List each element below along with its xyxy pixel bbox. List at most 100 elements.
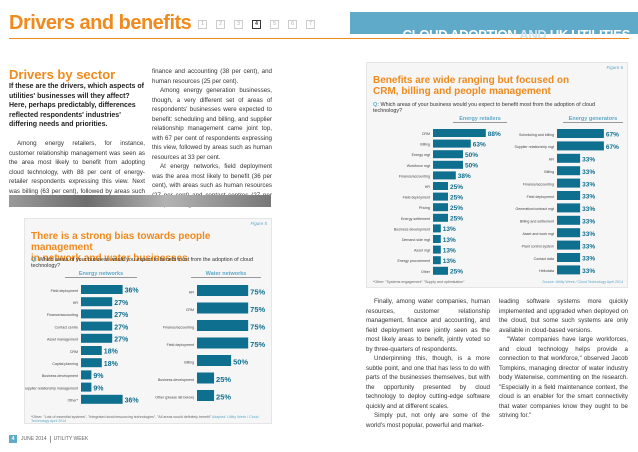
figure-title: There is a strong bias towards people ma… (31, 231, 211, 264)
footer-date: JUNE 2014 (21, 436, 47, 442)
data-label: 36% (125, 288, 140, 295)
bar (81, 370, 92, 380)
chart-title-energy-retailers: Energy retailers (453, 116, 507, 123)
category-label: CRM (186, 308, 194, 312)
figure-source: Source: Utility Week / Cloud Technology … (542, 280, 623, 284)
category-label: Workforce mgt (407, 164, 430, 168)
page-link-2[interactable]: 2 (216, 20, 225, 29)
bar (81, 358, 102, 368)
category-label: Finance/accounting (523, 182, 554, 186)
category-label: Finance/accounting (47, 313, 78, 317)
data-label: 27% (114, 324, 129, 331)
page-link-3[interactable]: 3 (234, 20, 243, 29)
data-label: 33% (582, 156, 595, 163)
data-label: 9% (93, 373, 104, 380)
category-label: Demand side mgt (402, 238, 430, 242)
page-link-4[interactable]: 4 (252, 20, 261, 29)
article-column-3: Finally, among water companies, human re… (366, 297, 490, 430)
bar (197, 337, 249, 349)
bar (433, 150, 463, 159)
bar (197, 355, 232, 366)
paragraph: "Water companies have large workforces, … (499, 336, 628, 419)
category-label: Contact centre (55, 325, 78, 329)
bar (557, 228, 581, 238)
data-label: 13% (443, 247, 456, 254)
energy-retailers-chart: CRM 88% Billing 63% Energy mgt 50% Workforce m… (394, 129, 501, 276)
bar (433, 160, 463, 169)
paragraph: Underpinning this, though, is a more sub… (366, 355, 490, 410)
chart-title-energy-generators: Energy generators (563, 116, 623, 123)
data-label: 50% (233, 357, 248, 366)
data-label: 18% (104, 349, 119, 356)
data-label: 13% (443, 237, 456, 244)
bar (81, 297, 113, 307)
page-link-5[interactable]: 5 (270, 20, 279, 29)
page-number: 4 (9, 435, 17, 443)
data-label: 33% (582, 169, 595, 176)
bar (557, 203, 581, 213)
data-label: 33% (582, 218, 595, 225)
bar (433, 245, 441, 254)
photo-strip (9, 195, 271, 207)
page-link-6[interactable]: 6 (288, 20, 297, 29)
data-label: 50% (465, 152, 478, 159)
paragraph: leading software systems more quickly im… (499, 298, 628, 334)
bar (81, 394, 123, 404)
data-label: 25% (216, 375, 231, 384)
data-label: 25% (216, 392, 231, 401)
category-label: Capital planning (52, 362, 78, 366)
bar (433, 171, 456, 180)
bar (557, 215, 581, 225)
category-label: HR (189, 290, 195, 294)
bar (557, 166, 581, 176)
category-label: Other (421, 270, 431, 274)
bar (433, 213, 448, 222)
page-footer: 4 JUNE 2014 UTILITY WEEK (9, 435, 88, 443)
category-label: Business development (158, 378, 194, 382)
bar (433, 203, 448, 212)
data-label: 33% (582, 206, 595, 213)
bar (197, 390, 215, 401)
category-label: Business development (42, 374, 78, 378)
data-label: 88% (488, 131, 501, 138)
bar (433, 139, 471, 148)
category-label: Billing and settlement (520, 220, 554, 224)
figure-6: Figure 6 Benefits are wide ranging but f… (366, 62, 628, 288)
data-label: 25% (450, 194, 463, 201)
paragraph: Simply put, not only are some of the wor… (366, 412, 490, 429)
bar (557, 253, 581, 262)
page-link-1[interactable]: 1 (198, 20, 207, 29)
chart-title-energy-networks: Energy networks (65, 271, 137, 278)
category-label: Finance/accounting (399, 174, 430, 178)
category-label: Scheduling and billing (519, 133, 554, 137)
data-label: 27% (114, 336, 129, 343)
data-label: 75% (250, 287, 265, 296)
footer-separator (49, 435, 51, 443)
bar (557, 240, 581, 250)
category-label: Asset mgt (414, 249, 430, 253)
data-label: 33% (582, 231, 595, 238)
data-label: 67% (606, 132, 619, 139)
category-label: Billing (184, 360, 194, 364)
page-link-7[interactable]: 7 (306, 20, 315, 29)
article-heading: Drivers by sector (9, 67, 116, 82)
category-label: Supplier relationship management (25, 386, 78, 390)
bar (433, 129, 486, 137)
figure-title: Benefits are wide ranging but focused on… (373, 75, 570, 97)
bar (433, 235, 441, 243)
category-label: Generation/contract mgt (515, 207, 554, 211)
page-section-title: Drivers and benefits (9, 12, 192, 34)
bar (197, 320, 249, 331)
figure-note: *Other: "Lots of essential systems", "In… (31, 415, 259, 423)
figure-question: Q: Which areas of your business would yo… (373, 102, 596, 114)
category-label: Plant control system (522, 244, 554, 248)
data-label: 33% (582, 181, 595, 188)
bar (557, 178, 581, 188)
category-label: HR (73, 301, 79, 305)
data-label: 75% (250, 305, 265, 314)
bar (81, 333, 113, 343)
data-label: 25% (450, 184, 463, 191)
data-label: 9% (93, 385, 104, 392)
data-label: 33% (582, 194, 595, 201)
